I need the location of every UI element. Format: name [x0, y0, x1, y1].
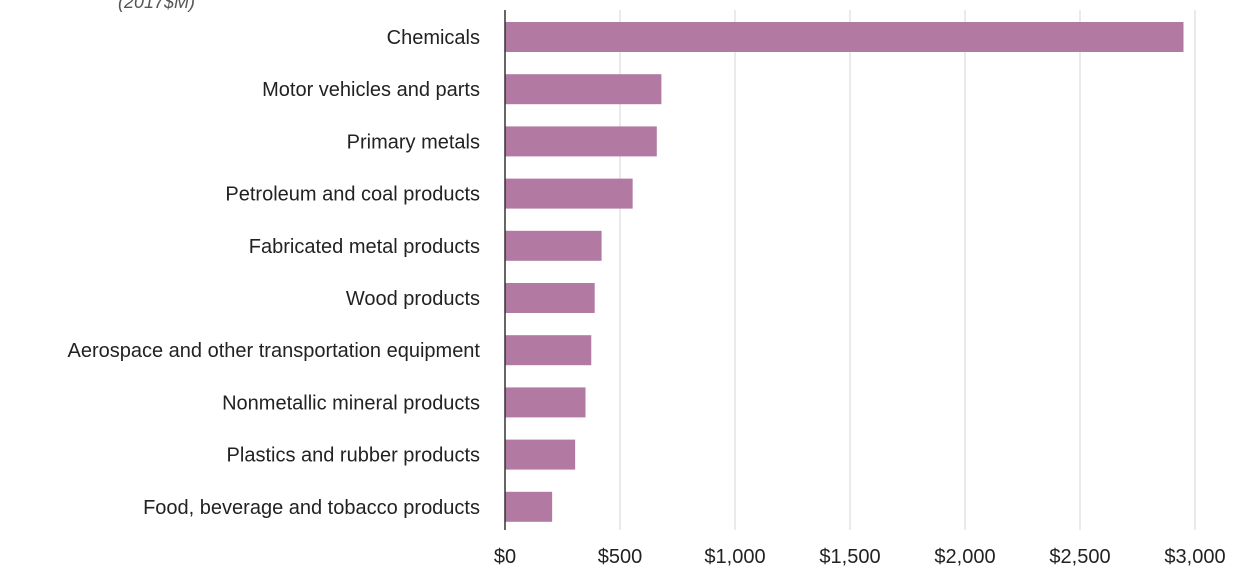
category-label: Aerospace and other transportation equip…: [68, 340, 481, 362]
bar: [505, 283, 595, 313]
bar: [505, 74, 662, 105]
x-tick-label: $0: [494, 546, 516, 568]
unit-label: (2017$M): [118, 0, 195, 12]
bar: [505, 126, 657, 157]
category-label: Petroleum and coal products: [225, 184, 480, 206]
category-label: Motor vehicles and parts: [262, 79, 480, 101]
x-axis-tick-labels: $0 $500 $1,000 $1,500 $2,000 $2,500 $3,000: [494, 546, 1226, 568]
x-tick-label: $2,000: [934, 546, 995, 568]
bar: [505, 22, 1184, 52]
bar: [505, 230, 602, 261]
category-label: Food, beverage and tobacco products: [143, 497, 480, 519]
x-tick-label: $1,000: [704, 546, 765, 568]
category-label: Nonmetallic mineral products: [222, 392, 480, 414]
bar: [505, 491, 553, 522]
category-label: Primary metals: [347, 131, 480, 153]
category-label: Wood products: [346, 288, 480, 310]
category-label: Fabricated metal products: [249, 236, 480, 258]
bar: [505, 335, 592, 366]
bar: [505, 439, 576, 470]
gridlines: [619, 10, 1196, 530]
bars: [505, 22, 1184, 522]
x-tick-label: $2,500: [1049, 546, 1110, 568]
x-tick-label: $3,000: [1164, 546, 1225, 568]
category-label: Plastics and rubber products: [227, 445, 480, 467]
bar: [505, 178, 633, 209]
category-label: Chemicals: [387, 27, 480, 49]
bar: [505, 387, 586, 418]
category-labels: Chemicals Motor vehicles and parts Primary…: [68, 27, 481, 519]
x-tick-label: $1,500: [819, 546, 880, 568]
x-tick-label: $500: [598, 546, 643, 568]
